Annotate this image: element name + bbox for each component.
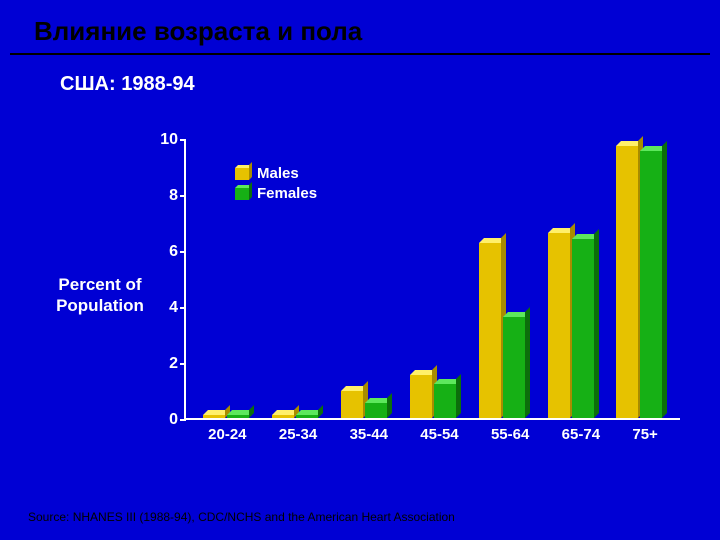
bar-males	[548, 233, 570, 418]
bar-group	[410, 375, 456, 418]
bar-group	[616, 146, 662, 418]
legend-item: Females	[235, 184, 317, 204]
bar-males	[341, 391, 363, 418]
legend-swatch-females	[235, 188, 249, 200]
x-tick-label: 75+	[632, 426, 657, 443]
y-axis-label-line1: Percent of	[58, 275, 141, 294]
chart: Percent of Population 0246810 20-2425-34…	[50, 140, 680, 470]
y-axis: 0246810	[150, 140, 184, 470]
bar-group	[479, 243, 525, 418]
bar-females	[503, 317, 525, 418]
x-axis-labels: 20-24 25-34 35-44 45-54 55-64 65-74 75+	[186, 418, 680, 443]
x-tick-label: 65-74	[562, 426, 600, 443]
page-title: Влияние возраста и пола	[10, 0, 710, 55]
bar-females	[365, 403, 387, 418]
y-tick-mark	[180, 251, 186, 253]
y-tick-label: 2	[169, 355, 178, 373]
legend-swatch-males	[235, 168, 249, 180]
x-tick-label: 55-64	[491, 426, 529, 443]
legend-item: Males	[235, 164, 317, 184]
source-text: Source: NHANES III (1988-94), CDC/NCHS a…	[28, 510, 455, 524]
bar-females	[572, 239, 594, 418]
y-tick-mark	[180, 363, 186, 365]
y-tick-mark	[180, 419, 186, 421]
x-tick-label: 25-34	[279, 426, 317, 443]
x-tick-label: 35-44	[350, 426, 388, 443]
y-tick-label: 0	[169, 411, 178, 429]
legend: MalesFemales	[226, 160, 326, 209]
bar-females	[434, 384, 456, 418]
slide: Влияние возраста и пола США: 1988-94 Per…	[0, 0, 720, 540]
bar-group	[341, 391, 387, 418]
bar-males	[616, 146, 638, 418]
x-tick-label: 20-24	[208, 426, 246, 443]
plot-area: 20-2425-3435-4445-5455-6465-7475+ MalesF…	[184, 140, 680, 420]
legend-label: Males	[257, 164, 299, 184]
y-tick-label: 10	[160, 131, 178, 149]
y-tick-mark	[180, 195, 186, 197]
bar-males	[410, 375, 432, 418]
y-tick-label: 6	[169, 243, 178, 261]
page-subtitle: США: 1988-94	[0, 55, 720, 96]
x-tick-label: 45-54	[420, 426, 458, 443]
y-axis-label: Percent of Population	[50, 274, 150, 317]
y-tick-label: 8	[169, 187, 178, 205]
legend-label: Females	[257, 184, 317, 204]
bar-group	[548, 233, 594, 418]
y-tick-label: 4	[169, 299, 178, 317]
y-tick-mark	[180, 307, 186, 309]
bar-males	[479, 243, 501, 418]
y-axis-label-line2: Population	[56, 296, 144, 315]
y-tick-mark	[180, 139, 186, 141]
bar-females	[640, 151, 662, 418]
